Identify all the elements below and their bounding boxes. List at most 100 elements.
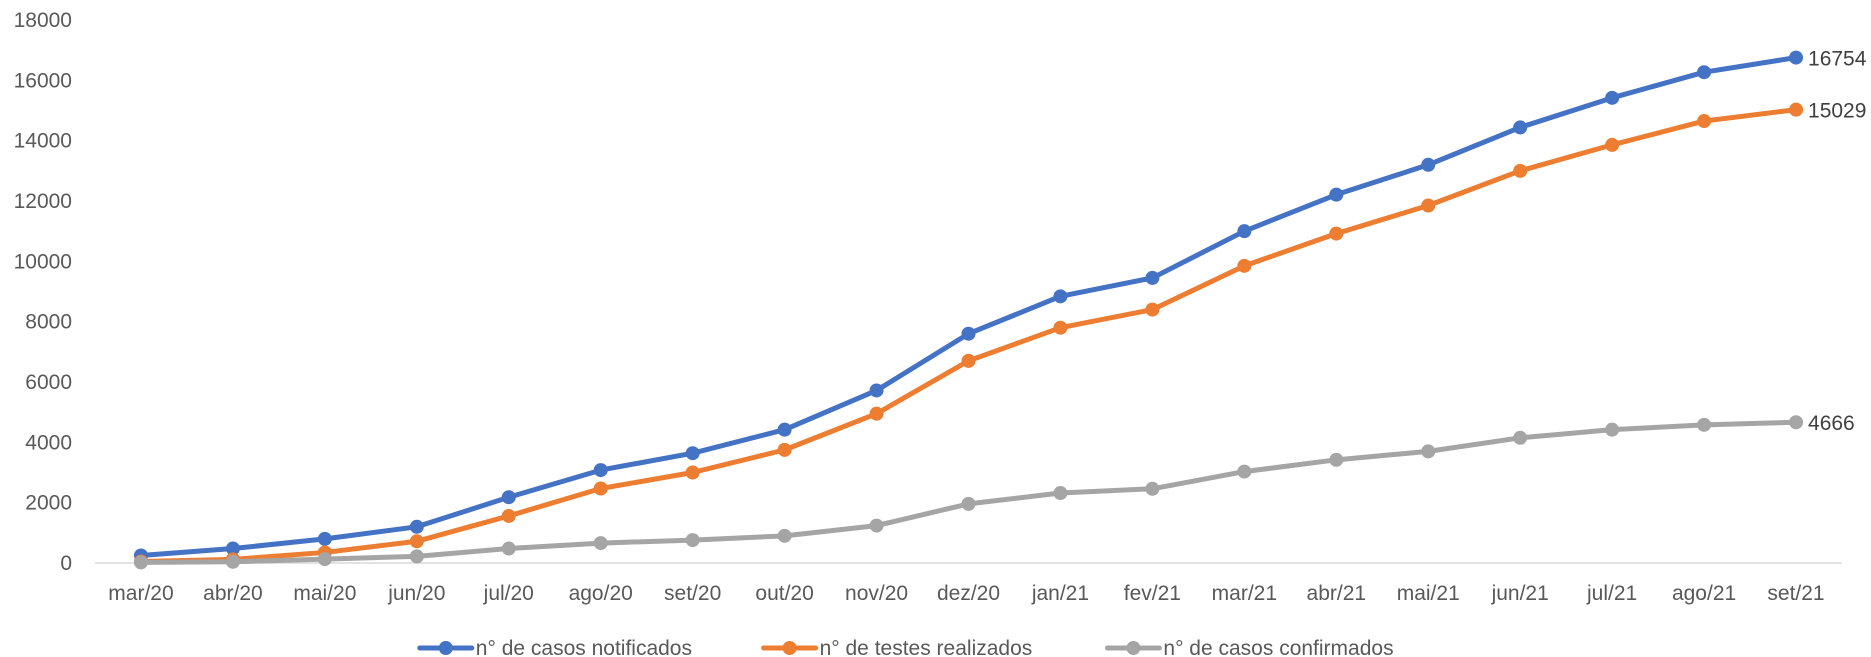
x-tick-label: mar/20 [108, 582, 173, 605]
data-point [685, 446, 700, 461]
data-labels: 16754 15029 4666 [1808, 48, 1867, 436]
data-point [1605, 137, 1620, 152]
data-point [1513, 163, 1528, 178]
y-tick-label: 10000 [14, 250, 72, 273]
y-tick-label: 2000 [25, 492, 72, 515]
x-tick-label: jul/21 [1586, 582, 1637, 605]
data-point [961, 326, 976, 341]
data-point [1329, 226, 1344, 241]
data-point [1053, 486, 1068, 501]
y-tick-label: 16000 [14, 69, 72, 92]
legend-item: n° de testes realizados [761, 637, 1033, 657]
legend-marker [782, 641, 797, 655]
x-tick-label: nov/20 [845, 582, 908, 605]
data-point [685, 533, 700, 548]
data-point [1421, 444, 1436, 459]
data-point [869, 406, 884, 421]
data-point [1421, 157, 1436, 172]
data-point [317, 552, 332, 567]
data-point [1605, 422, 1620, 437]
legend-label: n° de casos confirmados [1163, 637, 1393, 657]
x-tick-label: jan/21 [1031, 582, 1089, 605]
legend-marker [1126, 641, 1141, 655]
x-tick-label: abr/21 [1307, 582, 1367, 605]
data-label: 15029 [1808, 100, 1866, 123]
legend: n° de casos notificados n° de testes real… [417, 637, 1394, 657]
series-2 [133, 102, 1804, 569]
data-point [685, 465, 700, 480]
data-point [1237, 464, 1252, 479]
data-point [225, 541, 240, 556]
data-point [501, 490, 516, 505]
data-point [777, 528, 792, 543]
x-tick-label: jun/20 [387, 582, 445, 605]
legend-label: n° de testes realizados [820, 637, 1033, 657]
x-tick-label: jun/21 [1491, 582, 1549, 605]
data-point [133, 555, 148, 570]
x-tick-label: ago/21 [1672, 582, 1736, 605]
data-point [225, 554, 240, 569]
x-tick-label: out/20 [755, 582, 813, 605]
data-point [961, 496, 976, 511]
x-axis: mar/20 abr/20 mai/20 jun/20 jul/20 ago/20 set/… [108, 582, 1824, 605]
data-point [1513, 120, 1528, 135]
data-point [501, 508, 516, 523]
x-tick-label: mai/20 [293, 582, 356, 605]
y-tick-label: 8000 [25, 311, 72, 334]
x-tick-label: mai/21 [1397, 582, 1460, 605]
y-tick-label: 18000 [14, 9, 72, 32]
legend-item: n° de casos confirmados [1104, 637, 1394, 657]
legend-label: n° de casos notificados [476, 637, 692, 657]
x-tick-label: set/20 [664, 582, 721, 605]
data-label: 4666 [1808, 412, 1855, 435]
data-point [961, 353, 976, 368]
legend-item: n° de casos notificados [417, 637, 692, 657]
data-point [409, 549, 424, 564]
data-point [1237, 224, 1252, 239]
data-point [409, 534, 424, 549]
series-line [138, 55, 1799, 558]
data-point [1145, 270, 1160, 285]
data-point [501, 541, 516, 556]
x-tick-label: ago/20 [569, 582, 633, 605]
data-point [1513, 430, 1528, 445]
data-point [1789, 415, 1804, 430]
data-point [1237, 258, 1252, 273]
x-tick-label: dez/20 [937, 582, 1000, 605]
series-1 [133, 50, 1804, 563]
y-tick-label: 6000 [25, 371, 72, 394]
y-tick-label: 14000 [14, 130, 72, 153]
series-lines [133, 50, 1804, 570]
data-point [1053, 320, 1068, 335]
data-point [593, 481, 608, 496]
data-point [1329, 187, 1344, 202]
data-point [1145, 481, 1160, 496]
data-point [869, 518, 884, 533]
y-tick-label: 0 [60, 552, 72, 575]
data-point [1145, 302, 1160, 317]
data-point [869, 383, 884, 398]
x-tick-label: mar/21 [1212, 582, 1277, 605]
data-point [1697, 114, 1712, 129]
data-point [777, 442, 792, 457]
x-tick-label: jul/20 [483, 582, 534, 605]
legend-marker [438, 641, 453, 655]
data-label: 16754 [1808, 48, 1867, 71]
data-point [1789, 102, 1804, 117]
x-tick-label: set/21 [1767, 582, 1824, 605]
data-point [1421, 198, 1436, 213]
data-point [593, 536, 608, 551]
y-axis: 0 2000 4000 6000 8000 10000 12000 14000 16000 180… [14, 9, 72, 575]
data-point [1789, 50, 1804, 65]
data-point [1697, 417, 1712, 432]
data-point [1605, 90, 1620, 105]
y-tick-label: 12000 [14, 190, 72, 213]
data-point [317, 531, 332, 546]
x-tick-label: abr/20 [203, 582, 263, 605]
series-line [138, 419, 1799, 565]
data-point [1697, 65, 1712, 80]
data-point [409, 519, 424, 534]
data-point [593, 463, 608, 478]
y-tick-label: 4000 [25, 431, 72, 454]
